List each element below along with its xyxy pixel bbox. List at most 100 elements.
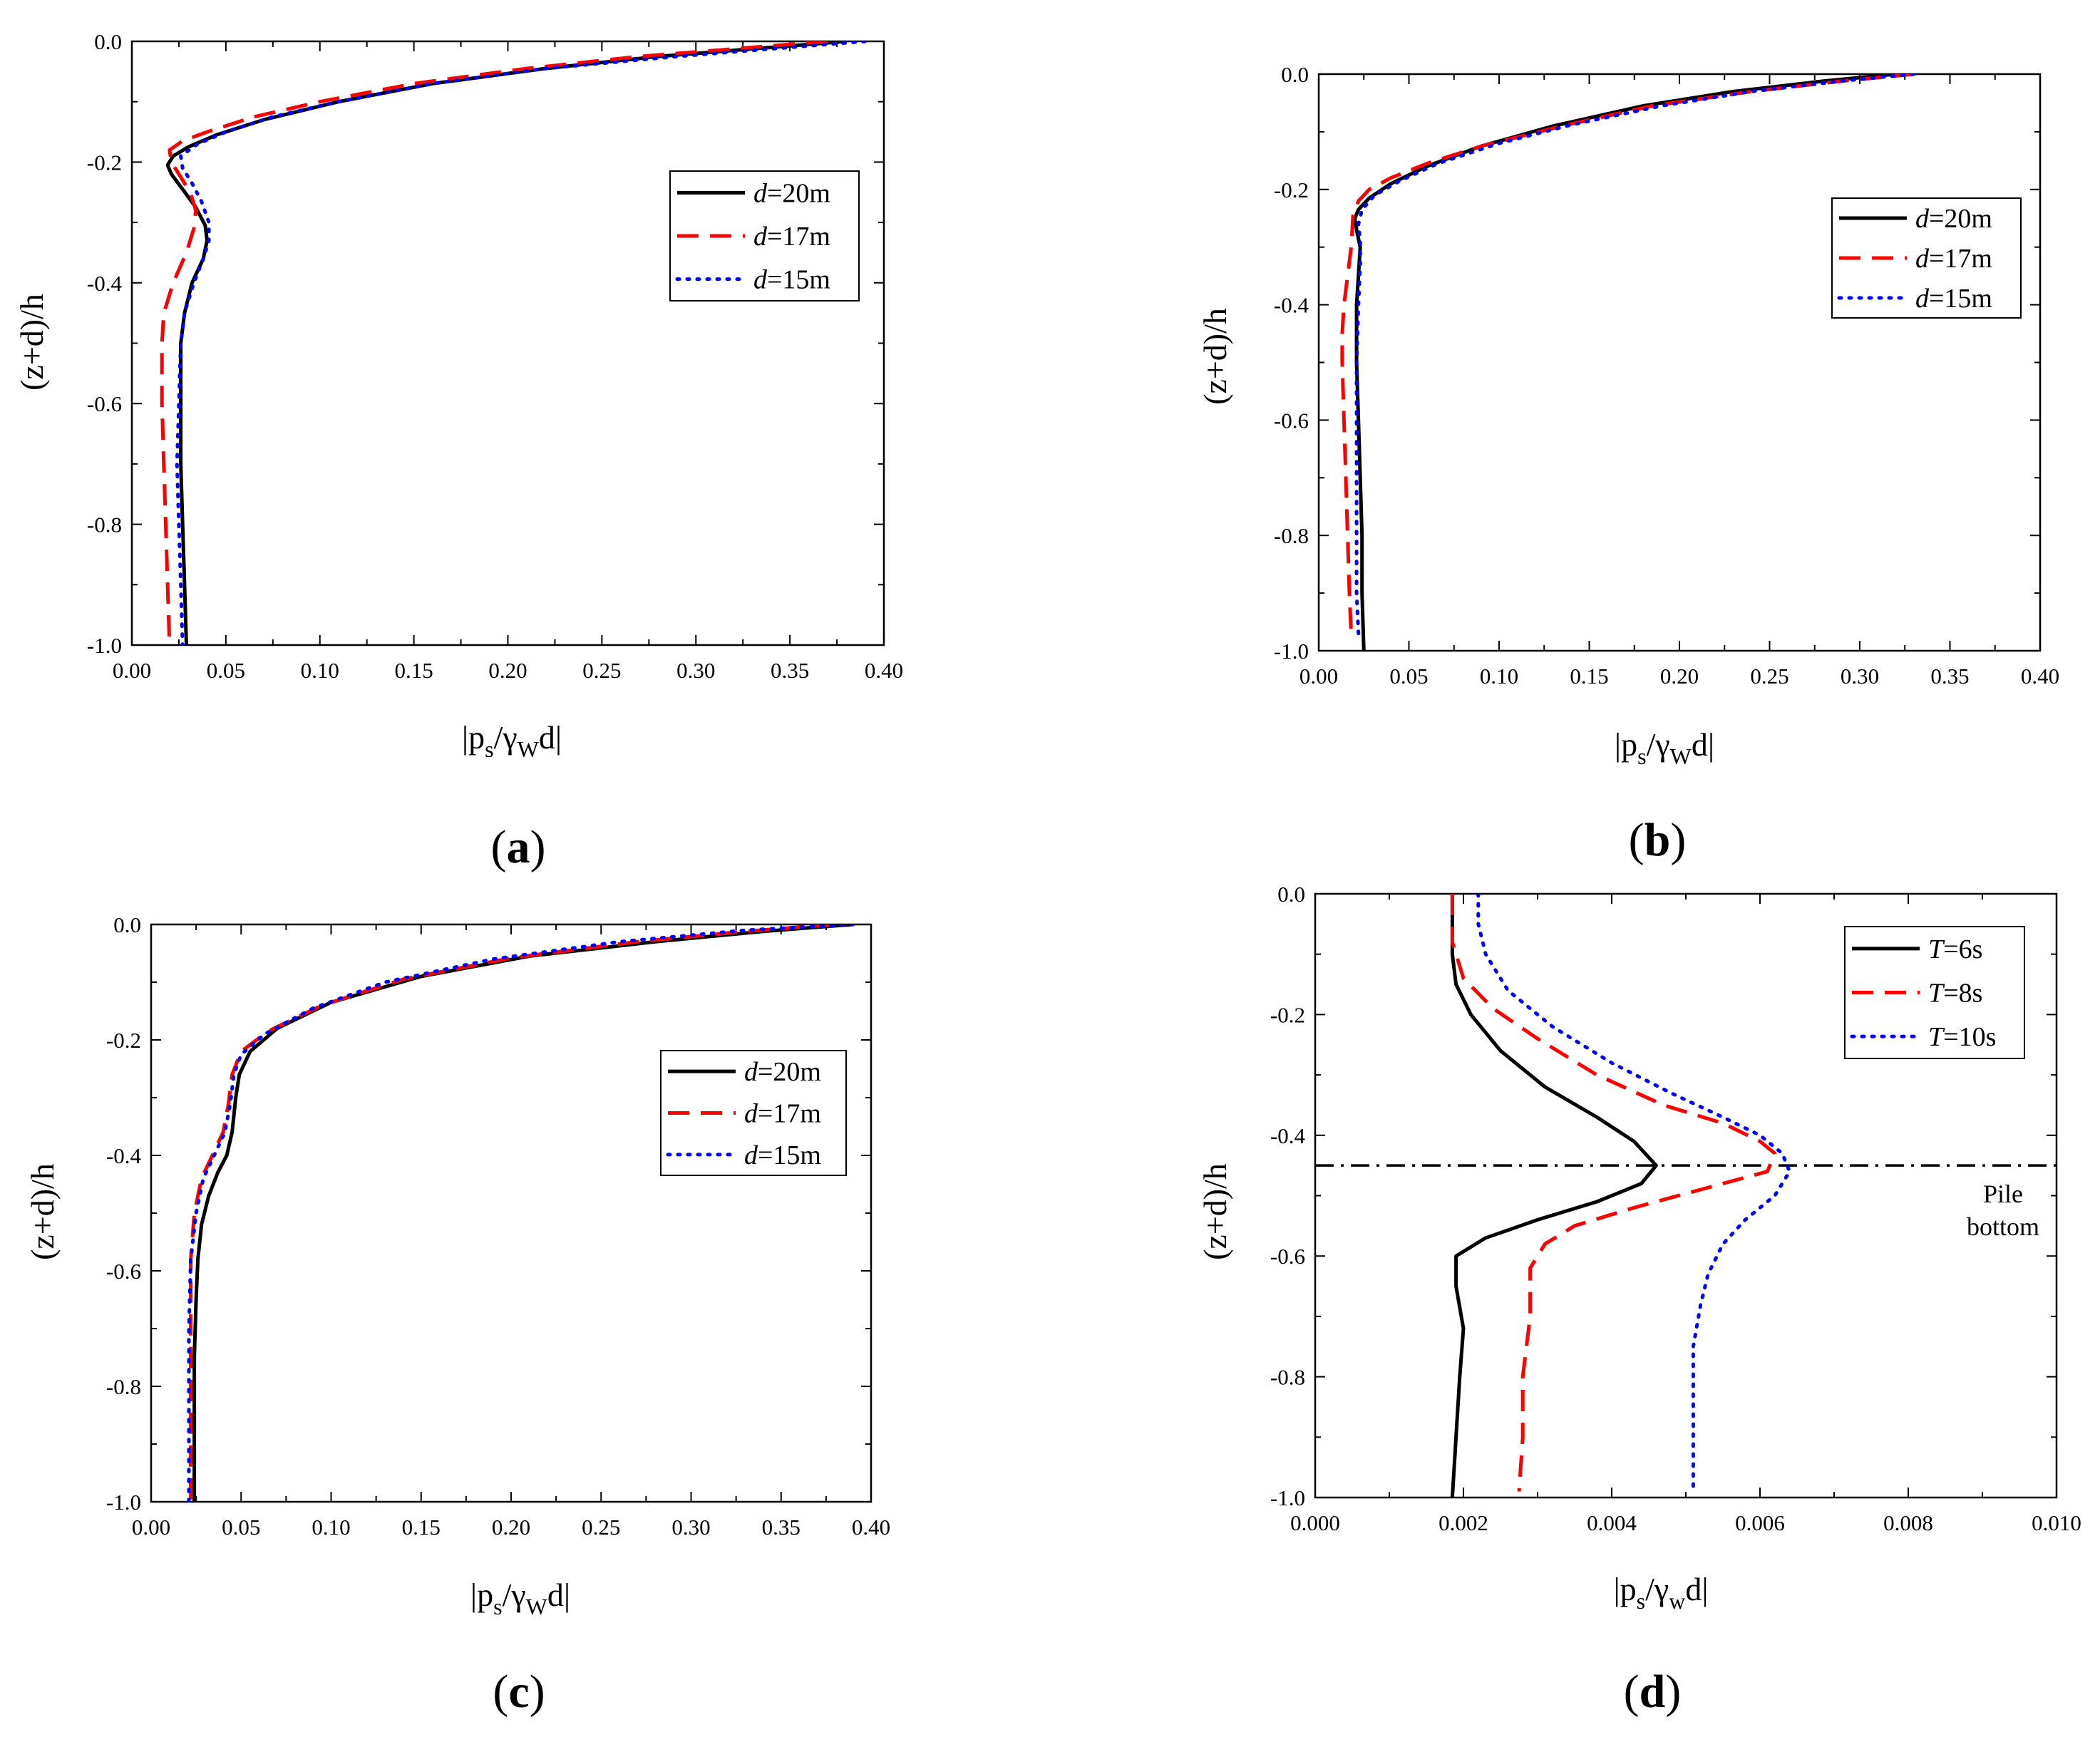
y-tick-label: -1.0 (1274, 639, 1309, 664)
x-tick-label: 0.40 (865, 658, 903, 683)
series-line-2 (1340, 74, 1915, 634)
plot-frame (150, 923, 873, 1503)
x-tick-label: 0.35 (762, 1515, 801, 1540)
x-tick-label: 0.20 (488, 658, 527, 683)
x-axis-label: |ps/γwd| (1613, 1571, 1708, 1614)
legend: T=6s T=8s T=10s (1844, 926, 2025, 1059)
legend-label: T=10s (1928, 1022, 1996, 1052)
legend-label: d=15m (744, 1140, 821, 1170)
x-tick-label: 0.00 (132, 1515, 170, 1540)
y-tick-label: -0.8 (1274, 523, 1309, 548)
chart-panel-4: 0.000 0.002 0.004 0.006 0.008 0.010 0.0 -0.2 -0.… (1197, 882, 2081, 1718)
legend-label: d=17m (744, 1099, 821, 1129)
series-line-2 (1450, 894, 1777, 1492)
y-axis-label: (z+d)/h (24, 1163, 61, 1260)
series-line-2 (189, 924, 835, 1502)
y-tick-label: -0.8 (1270, 1365, 1305, 1390)
chart-panel-2: 0.00 0.05 0.10 0.15 0.20 0.25 0.30 0.35 0.40 0.0 -… (1197, 62, 2059, 866)
x-tick-label: 0.40 (852, 1515, 890, 1540)
legend: d=20m d=17m d=15m (1831, 197, 2022, 319)
series-line-1 (192, 924, 853, 1502)
y-tick-label: -0.8 (106, 1374, 141, 1399)
y-axis-label: (z+d)/h (1197, 1163, 1233, 1260)
y-tick-label: -0.6 (1270, 1244, 1305, 1269)
x-tick-label: 0.000 (1290, 1510, 1340, 1535)
y-tick-label: -0.4 (87, 271, 123, 296)
x-axis-label: |ps/γWd| (470, 1577, 570, 1619)
x-tick-label: 0.008 (1883, 1510, 1933, 1535)
chart-panel-3: 0.00 0.05 0.10 0.15 0.20 0.25 0.30 0.35 0.40 0.0 -… (24, 912, 890, 1718)
y-tick-label: -0.2 (1270, 1002, 1305, 1027)
series-line-1 (1353, 74, 1896, 651)
y-tick-label: -0.4 (106, 1143, 142, 1168)
x-tick-label: 0.25 (582, 658, 621, 683)
x-tick-label: 0.004 (1587, 1510, 1637, 1535)
y-tick-label: -0.6 (87, 391, 122, 416)
x-tick-label: 0.002 (1438, 1510, 1488, 1535)
y-tick-label: -1.0 (1270, 1485, 1305, 1510)
x-tick-label: 0.25 (1750, 664, 1788, 689)
y-tick-label: -1.0 (87, 633, 122, 658)
x-tick-label: 0.00 (113, 658, 151, 683)
series-line-3 (1354, 74, 1916, 636)
panel-label: (d) (1624, 1666, 1682, 1718)
pile-bottom-annotation: bottom (1967, 1212, 2039, 1241)
y-tick-label: -0.6 (1274, 408, 1309, 433)
x-tick-label: 0.30 (1841, 664, 1879, 689)
y-tick-label: -0.4 (1274, 293, 1309, 318)
x-axis-label: |ps/γWd| (462, 719, 562, 762)
y-tick-label: 0.0 (113, 912, 141, 937)
plot-frame (1317, 73, 2042, 652)
x-tick-label: 0.006 (1735, 1510, 1785, 1535)
legend-label: d=20m (1915, 204, 1992, 234)
y-tick-label: -0.8 (87, 512, 122, 537)
legend: d=20m d=17m d=15m (669, 170, 860, 301)
y-tick-label: -0.4 (1270, 1123, 1306, 1148)
panel-label: (a) (491, 821, 546, 873)
y-tick-label: 0.0 (1281, 62, 1309, 87)
x-tick-label: 0.25 (582, 1515, 620, 1540)
legend-label: T=8s (1928, 979, 1982, 1009)
legend-label: T=6s (1928, 934, 1982, 964)
y-tick-label: -0.2 (87, 150, 122, 175)
x-tick-label: 0.35 (1930, 664, 1969, 689)
legend-label: d=17m (1915, 244, 1992, 274)
panel-label: (c) (493, 1666, 545, 1718)
series-line-2 (160, 41, 828, 645)
x-tick-label: 0.10 (1480, 664, 1518, 689)
y-tick-label: -0.6 (106, 1259, 141, 1284)
x-tick-label: 0.20 (1660, 664, 1699, 689)
x-tick-label: 0.05 (207, 658, 245, 683)
x-tick-label: 0.010 (2032, 1510, 2081, 1535)
legend-label: d=15m (753, 265, 830, 295)
x-tick-label: 0.40 (2021, 664, 2059, 689)
x-tick-label: 0.00 (1299, 664, 1338, 689)
y-tick-label: 0.0 (1277, 882, 1305, 907)
y-axis-label: (z+d)/h (1197, 308, 1233, 405)
legend-label: d=20m (753, 178, 830, 208)
x-tick-label: 0.15 (1570, 664, 1608, 689)
y-tick-label: -0.2 (106, 1028, 141, 1053)
y-tick-label: 0.0 (94, 29, 122, 54)
y-axis-label: (z+d)/h (14, 294, 50, 391)
y-tick-label: -1.0 (106, 1490, 141, 1515)
y-tick-label: -0.2 (1274, 177, 1309, 202)
series-line-1 (165, 41, 847, 645)
x-tick-label: 0.20 (492, 1515, 530, 1540)
legend-label: d=15m (1915, 284, 1992, 314)
x-tick-label: 0.05 (1389, 664, 1428, 689)
pile-bottom-annotation: Pile (1983, 1180, 2023, 1208)
plot-frame (130, 40, 885, 646)
panel-label: (b) (1629, 814, 1687, 866)
legend-label: d=20m (744, 1057, 821, 1087)
x-axis-label: |ps/γWd| (1615, 726, 1714, 769)
legend-label: d=17m (753, 222, 830, 252)
x-tick-label: 0.15 (402, 1515, 441, 1540)
x-tick-label: 0.15 (395, 658, 433, 683)
x-tick-label: 0.30 (671, 1515, 710, 1540)
x-tick-label: 0.10 (301, 658, 339, 683)
series-line-1 (1450, 894, 1658, 1498)
x-tick-label: 0.05 (222, 1515, 260, 1540)
series-line-3 (187, 924, 855, 1502)
